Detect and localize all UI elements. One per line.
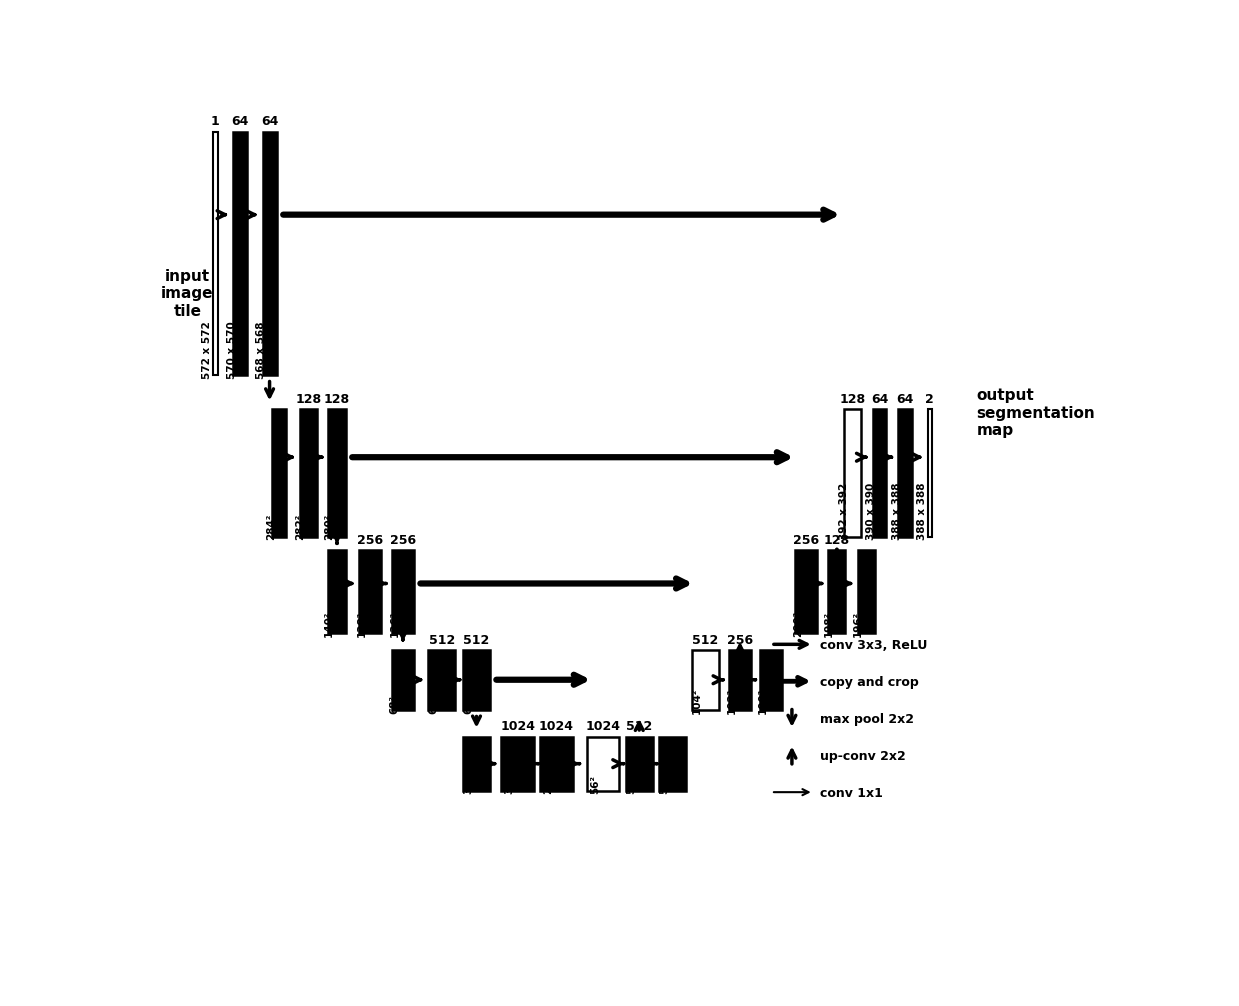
- Text: 256: 256: [727, 634, 753, 647]
- Bar: [761, 651, 782, 710]
- Text: 1024: 1024: [501, 720, 535, 732]
- Bar: [659, 736, 686, 791]
- Text: 140²: 140²: [323, 611, 333, 637]
- Text: 1: 1: [211, 116, 219, 129]
- Text: 256: 256: [390, 533, 416, 546]
- Text: 570 x 570: 570 x 570: [227, 321, 237, 378]
- Text: 64: 64: [261, 116, 279, 129]
- Text: up-conv 2x2: up-conv 2x2: [820, 750, 906, 764]
- Text: 390 x 390: 390 x 390: [866, 483, 876, 540]
- Bar: [795, 550, 817, 633]
- Bar: [898, 409, 912, 536]
- Bar: [263, 132, 276, 375]
- Bar: [328, 550, 346, 633]
- Bar: [857, 550, 875, 633]
- Text: 104²: 104²: [693, 687, 703, 713]
- Text: copy and crop: copy and crop: [820, 676, 918, 689]
- Bar: [729, 651, 751, 710]
- Text: 196²: 196²: [854, 611, 864, 637]
- Text: 30²: 30²: [504, 776, 514, 795]
- Bar: [463, 651, 491, 710]
- Bar: [233, 132, 247, 375]
- Bar: [844, 409, 861, 536]
- Text: 64: 64: [871, 392, 888, 405]
- Text: 572 x 572: 572 x 572: [202, 321, 212, 378]
- Text: 32²: 32²: [463, 776, 473, 795]
- Bar: [328, 409, 346, 536]
- Text: 138²: 138²: [357, 611, 367, 637]
- Text: 388 x 388: 388 x 388: [917, 483, 927, 540]
- Bar: [427, 651, 455, 710]
- Bar: [626, 736, 653, 791]
- Text: 198²: 198²: [824, 611, 834, 637]
- Bar: [502, 736, 534, 791]
- Text: 102²: 102²: [727, 687, 737, 713]
- Text: 2: 2: [926, 392, 934, 405]
- Bar: [392, 550, 414, 633]
- Text: 1024: 1024: [585, 720, 621, 732]
- Bar: [300, 409, 317, 536]
- Text: 256: 256: [793, 533, 819, 546]
- Bar: [271, 409, 286, 536]
- Text: max pool 2x2: max pool 2x2: [820, 713, 914, 726]
- Text: 280²: 280²: [323, 514, 333, 540]
- Bar: [691, 651, 719, 710]
- Text: 28²: 28²: [543, 776, 554, 795]
- Bar: [928, 409, 932, 536]
- Text: 136²: 136²: [390, 611, 400, 637]
- Text: conv 1x1: conv 1x1: [820, 788, 882, 800]
- Text: 52²: 52²: [659, 776, 669, 795]
- Bar: [392, 651, 414, 710]
- Text: output
segmentation
map: output segmentation map: [976, 388, 1095, 439]
- Text: 200²: 200²: [793, 611, 803, 637]
- Text: 256: 256: [357, 533, 383, 546]
- Text: 568 x 568: 568 x 568: [256, 321, 266, 378]
- Text: 1024: 1024: [539, 720, 574, 732]
- Text: 512: 512: [626, 720, 653, 732]
- Text: 128: 128: [824, 533, 850, 546]
- Text: 388 x 388: 388 x 388: [892, 483, 902, 540]
- Text: 100²: 100²: [758, 687, 768, 713]
- Text: 284²: 284²: [266, 514, 276, 540]
- Text: 64²: 64²: [463, 694, 473, 713]
- Text: 512: 512: [693, 634, 719, 647]
- Text: 54²: 54²: [626, 776, 636, 795]
- Text: input
image
tile: input image tile: [161, 269, 213, 319]
- Text: 512: 512: [429, 634, 455, 647]
- Text: 128: 128: [839, 392, 865, 405]
- Bar: [213, 132, 218, 375]
- Text: 128: 128: [295, 392, 321, 405]
- Text: 392 x 392: 392 x 392: [839, 483, 849, 540]
- Text: 68²: 68²: [390, 694, 400, 713]
- Bar: [359, 550, 382, 633]
- Bar: [872, 409, 886, 536]
- Text: 66²: 66²: [429, 694, 439, 713]
- Bar: [540, 736, 572, 791]
- Text: 282²: 282²: [295, 514, 305, 540]
- Text: 64: 64: [896, 392, 914, 405]
- Text: 512: 512: [463, 634, 489, 647]
- Text: 56²: 56²: [590, 776, 600, 795]
- Bar: [586, 736, 620, 791]
- Text: 128: 128: [323, 392, 351, 405]
- Bar: [829, 550, 845, 633]
- Text: 64: 64: [232, 116, 249, 129]
- Bar: [463, 736, 491, 791]
- Text: conv 3x3, ReLU: conv 3x3, ReLU: [820, 640, 927, 652]
